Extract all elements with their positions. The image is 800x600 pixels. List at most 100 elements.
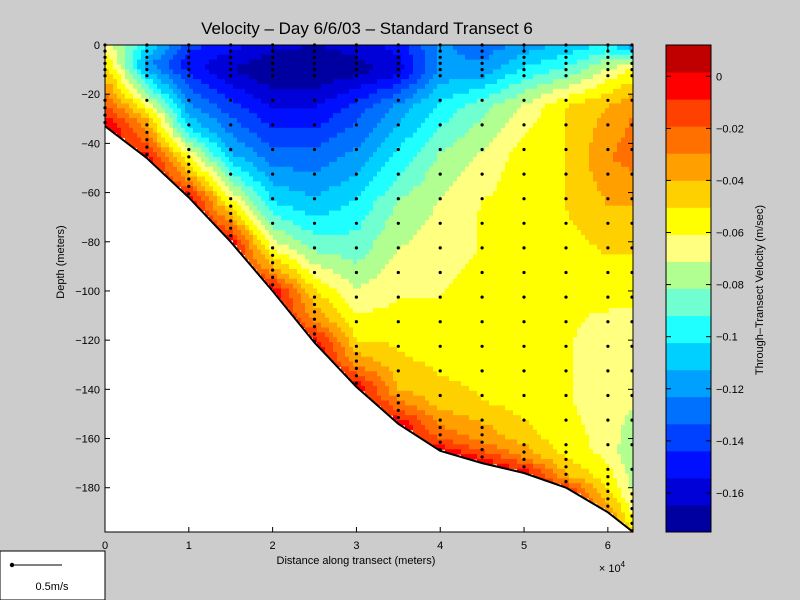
field-cell <box>441 371 446 377</box>
field-cell <box>465 230 470 236</box>
field-cell <box>369 395 374 402</box>
field-cell <box>457 307 462 314</box>
field-cell <box>461 283 466 290</box>
field-cell <box>313 230 318 236</box>
field-cell <box>281 142 286 148</box>
field-cell <box>437 400 442 406</box>
field-cell <box>473 176 478 182</box>
field-cell <box>445 83 450 90</box>
field-cell <box>369 74 374 80</box>
field-cell <box>461 381 466 387</box>
field-cell <box>317 254 322 260</box>
field-cell <box>385 59 390 66</box>
field-cell <box>385 200 390 207</box>
field-cell <box>113 69 118 75</box>
field-cell <box>365 332 370 338</box>
field-cell <box>341 273 346 280</box>
field-cell <box>321 157 326 163</box>
field-cell <box>397 49 402 56</box>
field-cell <box>321 152 326 158</box>
field-cell <box>313 259 318 265</box>
field-cell <box>353 230 358 236</box>
field-cell <box>445 122 450 129</box>
field-cell <box>425 200 430 207</box>
field-cell <box>361 264 366 270</box>
field-cell <box>353 307 358 314</box>
field-cell <box>369 307 374 314</box>
field-cell <box>189 98 194 105</box>
field-cell <box>425 205 430 212</box>
field-cell <box>453 122 458 129</box>
field-cell <box>453 429 458 436</box>
field-cell <box>197 49 202 56</box>
field-cell <box>117 108 122 114</box>
field-cell <box>369 361 374 368</box>
field-cell <box>349 122 354 129</box>
field-cell <box>325 142 330 148</box>
field-cell <box>365 127 370 134</box>
field-cell <box>165 157 170 163</box>
field-cell <box>457 83 462 90</box>
field-cell <box>229 137 234 143</box>
field-cell <box>349 259 354 265</box>
field-cell <box>457 259 462 265</box>
field-cell <box>361 346 366 353</box>
field-cell <box>469 69 474 75</box>
field-cell <box>457 288 462 294</box>
field-cell <box>397 186 402 192</box>
field-cell <box>425 381 430 387</box>
field-cell <box>465 312 470 319</box>
field-cell <box>233 59 238 66</box>
field-cell <box>305 147 310 153</box>
field-cell <box>241 103 246 109</box>
field-cell <box>113 54 118 61</box>
field-cell <box>277 59 282 66</box>
field-cell <box>321 200 326 207</box>
field-cell <box>333 356 338 363</box>
field-cell <box>381 225 386 231</box>
field-cell <box>341 98 346 105</box>
field-cell <box>189 64 194 70</box>
field-cell <box>269 191 274 197</box>
field-cell <box>429 361 434 368</box>
field-cell <box>469 419 474 426</box>
field-cell <box>133 137 138 143</box>
field-cell <box>325 307 330 314</box>
field-cell <box>109 45 114 51</box>
field-cell <box>185 93 190 100</box>
field-cell <box>261 152 266 158</box>
field-cell <box>285 59 290 66</box>
field-cell <box>337 195 342 202</box>
field-cell <box>405 59 410 66</box>
field-cell <box>349 215 354 221</box>
field-cell <box>205 132 210 139</box>
field-cell <box>401 205 406 212</box>
field-cell <box>405 69 410 75</box>
field-cell <box>349 303 354 309</box>
field-cell <box>149 108 154 114</box>
field-cell <box>313 234 318 241</box>
field-cell <box>429 351 434 358</box>
field-cell <box>341 356 346 363</box>
field-cell <box>325 283 330 290</box>
field-cell <box>277 244 282 251</box>
field-cell <box>353 176 358 182</box>
field-cell <box>385 259 390 265</box>
field-cell <box>345 161 350 168</box>
field-cell <box>409 249 414 256</box>
field-cell <box>437 376 442 382</box>
field-cell <box>369 157 374 163</box>
field-cell <box>161 166 166 173</box>
field-cell <box>417 322 422 329</box>
field-cell <box>237 132 242 139</box>
field-cell <box>133 93 138 100</box>
field-cell <box>353 161 358 168</box>
field-cell <box>353 113 358 119</box>
field-cell <box>281 49 286 56</box>
field-cell <box>305 171 310 178</box>
field-cell <box>413 327 418 333</box>
field-cell <box>121 69 126 75</box>
field-cell <box>457 342 462 348</box>
field-cell <box>325 269 330 275</box>
field-cell <box>449 371 454 377</box>
